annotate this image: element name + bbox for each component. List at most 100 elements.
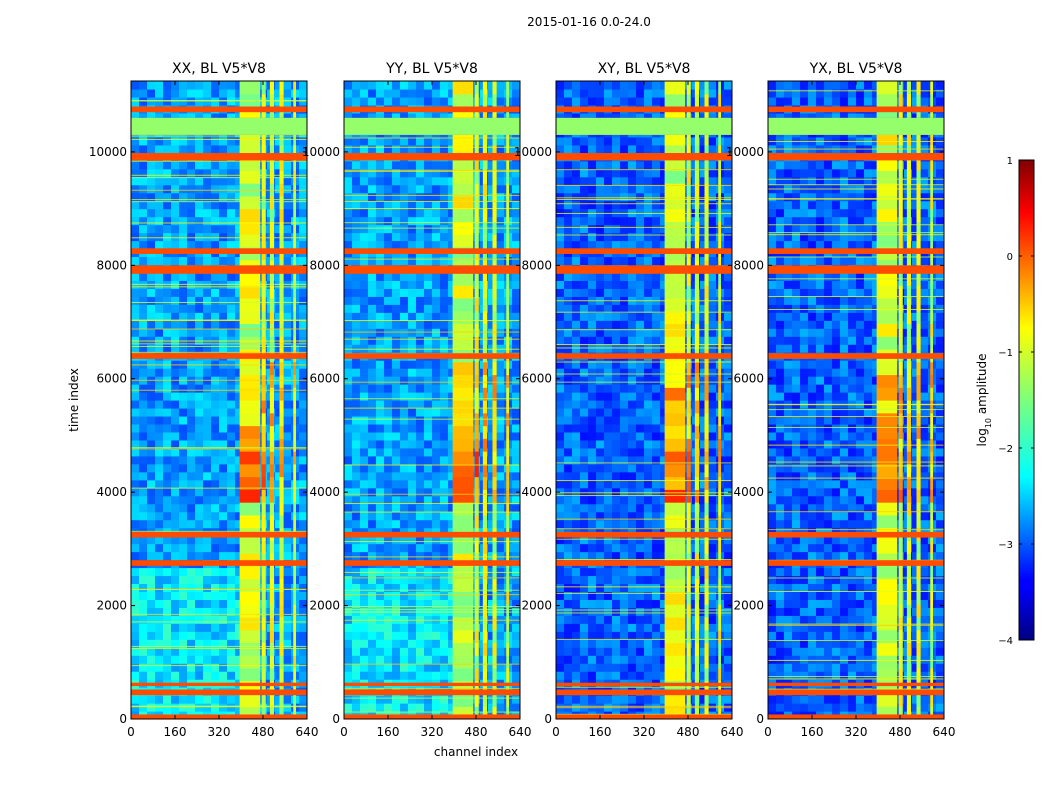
heatmap-cell xyxy=(512,543,520,553)
heatmap-cell xyxy=(360,168,369,178)
heatmap-cell xyxy=(352,439,361,449)
heatmap-cell xyxy=(588,655,597,664)
bright-channel-cell xyxy=(506,195,509,210)
heatmap-cell xyxy=(512,240,520,250)
heatmap-cell xyxy=(596,695,605,704)
heatmap-cell xyxy=(227,703,236,712)
heatmap-cell xyxy=(235,400,244,409)
heatmap-cell xyxy=(187,511,196,521)
heatmap-cell xyxy=(572,455,581,465)
heatmap-cell xyxy=(512,160,520,170)
heatmap-cell xyxy=(384,495,393,505)
heatmap-cell xyxy=(360,583,369,592)
heatmap-cell xyxy=(400,344,409,353)
heatmap-cell xyxy=(416,312,425,321)
heatmap-cell xyxy=(432,623,441,632)
bright-channel-cell xyxy=(452,93,474,108)
heatmap-cell xyxy=(211,599,220,608)
heatmap-cell xyxy=(432,431,441,441)
heatmap-cell xyxy=(195,160,204,170)
heatmap-cell xyxy=(203,368,212,377)
heatmap-cell xyxy=(360,639,369,648)
heatmap-cell xyxy=(179,631,188,640)
heatmap-cell xyxy=(171,136,180,146)
heatmap-cell xyxy=(448,392,457,401)
bright-channel-cell xyxy=(482,323,487,337)
heatmap-cell xyxy=(227,304,236,313)
heatmap-cell xyxy=(179,503,188,513)
heatmap-cell xyxy=(644,535,653,545)
heatmap-cell xyxy=(219,599,228,608)
heatmap-cell xyxy=(448,495,457,505)
heatmap-cell xyxy=(604,543,613,553)
heatmap-cell xyxy=(275,312,284,321)
bright-channel-cell xyxy=(279,425,284,439)
heatmap-cell xyxy=(352,200,361,210)
heatmap-cell xyxy=(448,535,457,545)
heatmap-cell xyxy=(512,463,520,473)
heatmap-cell xyxy=(368,415,377,425)
flagged-band xyxy=(131,531,307,538)
heatmap-cell xyxy=(512,503,520,513)
y-tick-label: 8000 xyxy=(96,258,127,272)
heatmap-cell xyxy=(219,368,228,377)
heatmap-cell xyxy=(636,511,645,521)
heatmap-cell xyxy=(131,535,140,545)
heatmap-cell xyxy=(235,344,244,353)
heatmap-cell xyxy=(424,631,433,640)
heatmap-cell xyxy=(556,463,565,473)
heatmap-cell xyxy=(195,320,204,329)
heatmap-cell xyxy=(344,631,353,640)
heatmap-cell xyxy=(572,503,581,513)
heatmap-cell xyxy=(211,407,220,417)
heatmap-cell xyxy=(636,647,645,656)
bright-channel-cell xyxy=(261,604,266,618)
heatmap-cell xyxy=(392,599,401,608)
bright-channel-cell xyxy=(239,451,261,465)
heatmap-cell xyxy=(496,344,505,353)
heatmap-cell xyxy=(211,431,220,441)
heatmap-cell xyxy=(384,360,393,369)
heatmap-cell xyxy=(400,176,409,186)
bright-channel-cell xyxy=(261,297,266,312)
heatmap-cell xyxy=(203,176,212,186)
heatmap-cell xyxy=(147,400,156,409)
heatmap-cell xyxy=(227,583,236,592)
heatmap-cell xyxy=(392,320,401,329)
heatmap-cell xyxy=(187,495,196,505)
heatmap-cell xyxy=(488,495,497,505)
heatmap-cell xyxy=(488,368,497,377)
bright-channel-cell xyxy=(482,106,487,120)
heatmap-cell xyxy=(708,623,717,632)
bright-channel-cell xyxy=(506,361,509,376)
bright-channel-cell xyxy=(261,476,266,490)
heatmap-cell xyxy=(171,663,180,672)
heatmap-cell xyxy=(708,551,717,561)
heatmap-cell xyxy=(448,136,457,146)
heatmap-cell xyxy=(448,583,457,592)
heatmap-cell xyxy=(139,567,148,577)
heatmap-cell xyxy=(556,567,565,577)
heatmap-cell xyxy=(139,344,148,353)
heatmap-cell xyxy=(179,112,188,122)
heatmap-cell xyxy=(392,439,401,449)
heatmap-cell xyxy=(392,344,401,353)
heatmap-cell xyxy=(488,296,497,305)
heatmap-cell xyxy=(368,400,377,409)
heatmap-cell xyxy=(496,168,505,178)
heatmap-cell xyxy=(219,112,228,122)
heatmap-cell xyxy=(352,479,361,489)
heatmap-cell xyxy=(275,583,284,592)
heatmap-cell xyxy=(235,88,244,98)
heatmap-cell xyxy=(275,599,284,608)
heatmap-cell xyxy=(612,535,621,545)
heatmap-cell xyxy=(424,240,433,250)
bright-channel-cell xyxy=(492,604,497,618)
heatmap-cell xyxy=(572,591,581,600)
heatmap-cell xyxy=(416,304,425,313)
heatmap-cell xyxy=(131,400,140,409)
heatmap-cell xyxy=(636,551,645,561)
heatmap-cell xyxy=(195,136,204,146)
heatmap-cell xyxy=(612,503,621,513)
heatmap-cell xyxy=(424,655,433,664)
